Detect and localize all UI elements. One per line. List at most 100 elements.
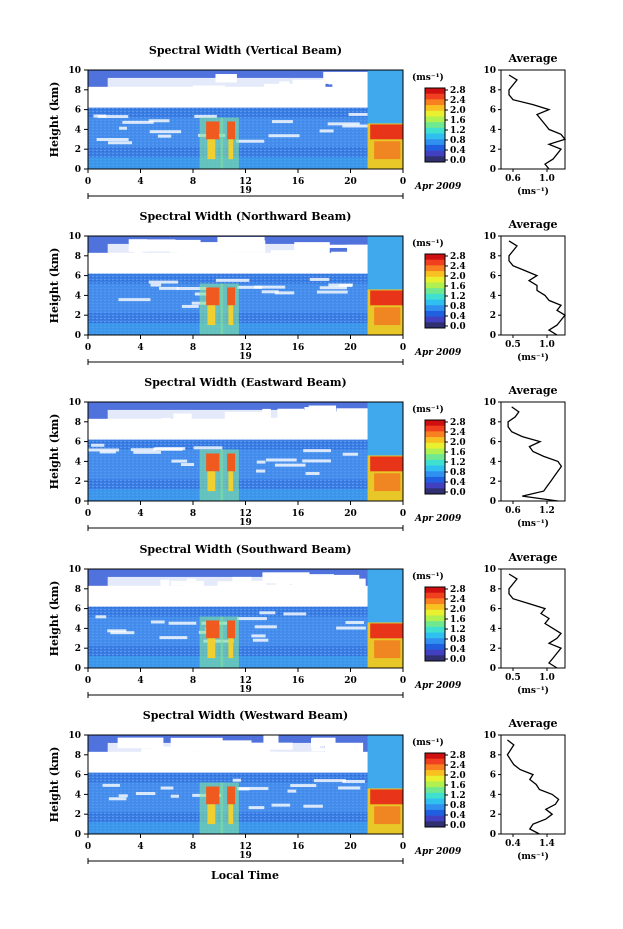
heatmap-strong-cell — [227, 121, 235, 140]
colorbar-swatch — [425, 815, 445, 822]
heatmap-precip-core — [370, 789, 403, 805]
average-y-tick-label: 2 — [490, 477, 496, 487]
heatmap-gap — [349, 596, 359, 603]
colorbar-swatch — [425, 649, 445, 656]
colorbar-tick-label: 1.6 — [450, 448, 466, 458]
heatmap-gap — [91, 443, 105, 447]
colorbar-swatch — [425, 139, 445, 146]
heatmap-gap — [122, 266, 138, 271]
average-frame — [500, 568, 566, 669]
x-tick-label: 20 — [344, 509, 357, 519]
heatmap-precip-core — [370, 124, 403, 140]
y-tick-label: 10 — [68, 398, 81, 408]
x-tick-label: 8 — [190, 509, 196, 519]
colorbar-swatch — [425, 809, 445, 817]
x-tick-label: 4 — [137, 343, 143, 353]
average-y-tick-label: 0 — [490, 165, 496, 175]
x-tick-label: 8 — [190, 842, 196, 852]
x-tick-label: 20 — [344, 842, 357, 852]
heatmap-gap — [102, 783, 120, 787]
heatmap-strong-cell — [206, 786, 220, 805]
x-tick-label: 0 — [400, 842, 406, 852]
x-tick-label: 4 — [137, 842, 143, 852]
heatmap — [88, 236, 403, 335]
heatmap-gap — [320, 589, 359, 596]
y-tick-label: 0 — [75, 331, 81, 341]
y-tick-label: 8 — [75, 418, 81, 428]
panel-title: Spectral Width (Vertical Beam) — [149, 44, 342, 57]
average-x-tick-label: 1.0 — [539, 340, 555, 350]
month-label: Apr 2009 — [414, 348, 462, 358]
average-y-tick-label: 10 — [483, 66, 496, 76]
colorbar-unit: (ms⁻¹) — [412, 72, 444, 83]
average-y-tick-label: 0 — [490, 830, 496, 840]
colorbar-swatch — [425, 638, 445, 645]
heatmap-gap — [149, 130, 182, 134]
average-x-label: (ms⁻¹) — [517, 352, 549, 363]
colorbar-swatch — [425, 276, 445, 283]
heatmap-precip-core — [370, 623, 403, 639]
heatmap-gap — [135, 791, 156, 795]
colorbar-swatch — [425, 305, 445, 312]
colorbar-tick-label: 0.8 — [450, 801, 466, 811]
heatmap-gap — [110, 631, 135, 635]
panel-2: Spectral Width (Eastward Beam) 0 2 4 6 8 10 Hei… — [48, 376, 566, 531]
colorbar-swatch — [425, 798, 445, 805]
colorbar-swatch — [425, 621, 445, 628]
heatmap-gap — [254, 285, 286, 289]
heatmap-gap-upper — [107, 742, 325, 759]
colorbar-unit: (ms⁻¹) — [412, 238, 444, 249]
heatmap-gap — [96, 138, 129, 142]
colorbar-swatch — [425, 482, 445, 489]
heatmap-gap — [236, 139, 265, 143]
x-tick-label: 0 — [85, 177, 91, 187]
y-tick-label: 2 — [75, 311, 81, 321]
heatmap-precip-mid — [374, 307, 401, 326]
colorbar-swatch — [425, 133, 445, 140]
colorbar-swatch — [425, 437, 445, 444]
colorbar-tick-label: 2.8 — [450, 751, 466, 761]
heatmap-precip-mid — [374, 640, 401, 659]
panel-3: Spectral Width (Southward Beam) 0 2 4 6 8 10 He… — [48, 543, 566, 698]
y-tick-label: 4 — [75, 125, 81, 135]
heatmap-gap — [231, 433, 245, 437]
y-axis-label: Height (km) — [48, 82, 61, 158]
colorbar-tick-label: 2.0 — [450, 438, 466, 448]
heatmap-gap — [168, 621, 197, 625]
y-tick-label: 0 — [75, 664, 81, 674]
heatmap-gap — [324, 742, 364, 755]
heatmap-gap — [127, 427, 138, 437]
colorbar-swatch — [425, 116, 445, 123]
heatmap-gap — [209, 591, 239, 604]
x-tick-label: 16 — [292, 509, 305, 519]
heatmap-gap — [285, 261, 313, 268]
heatmap-gap — [290, 784, 317, 788]
heatmap-gap — [336, 626, 366, 630]
y-tick-label: 6 — [75, 438, 81, 448]
heatmap-gap — [88, 448, 120, 452]
colorbar-swatch — [425, 821, 445, 828]
heatmap-gap — [271, 120, 293, 124]
colorbar-swatch — [425, 465, 445, 472]
colorbar-swatch — [425, 587, 445, 594]
average-y-tick-label: 8 — [490, 418, 496, 428]
average-y-tick-label: 10 — [483, 398, 496, 408]
heatmap-gap — [171, 459, 188, 463]
colorbar-frame — [424, 253, 446, 329]
colorbar-swatch — [425, 127, 445, 135]
y-axis-label: Height (km) — [48, 581, 61, 657]
colorbar-swatch — [425, 609, 445, 616]
colorbar-tick-label: 0.0 — [450, 488, 466, 498]
heatmap-gap — [115, 258, 124, 262]
heatmap-strong-cell — [227, 786, 235, 805]
colorbar-swatch — [425, 425, 445, 432]
average-x-tick-label: 0.6 — [505, 506, 521, 516]
average-title: Average — [507, 52, 557, 65]
heatmap-strong-cell — [207, 139, 216, 160]
colorbar-swatch — [425, 775, 445, 782]
colorbar-tick-label: 0.8 — [450, 136, 466, 146]
heatmap-gap — [99, 450, 116, 454]
heatmap-gap — [215, 278, 250, 282]
y-tick-label: 4 — [75, 457, 81, 467]
colorbar-swatch — [425, 105, 445, 112]
